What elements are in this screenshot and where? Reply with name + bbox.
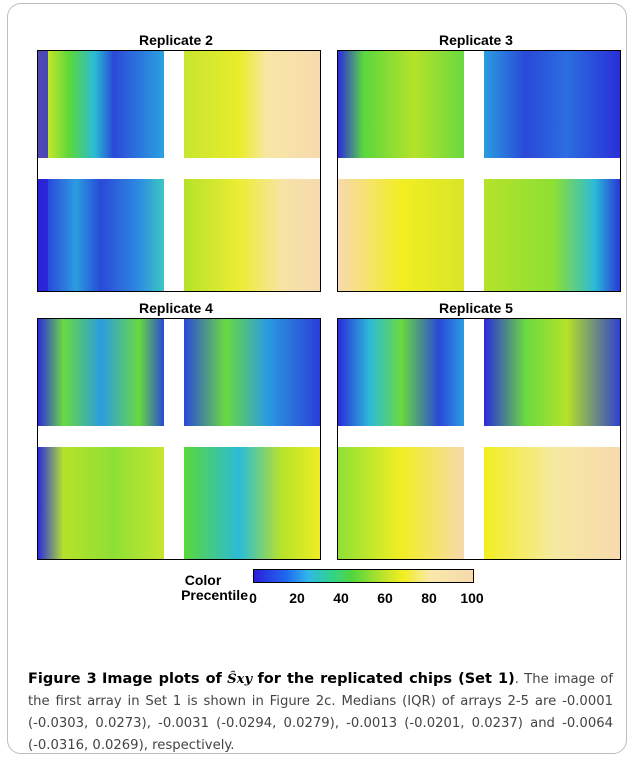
caption-title-prefix: Image plots of — [102, 671, 222, 687]
image-plot-replicate-3 — [337, 50, 621, 292]
colorbar-label: Color Precentile — [140, 573, 248, 603]
caption-math-symbol: Ŝxy — [227, 672, 253, 687]
panel-title-replicate-2: Replicate 2 — [139, 32, 213, 48]
figure-caption: Figure 3 Image plots of Ŝxy for the repl… — [28, 668, 613, 757]
colorbar-tick-100: 100 — [460, 590, 484, 606]
panel-title-replicate-5: Replicate 5 — [439, 300, 513, 316]
colorbar-tick-20: 20 — [289, 590, 305, 606]
colorbar — [253, 569, 474, 583]
image-plot-replicate-4 — [37, 318, 321, 560]
image-plot-replicate-2 — [37, 50, 321, 292]
image-plot-replicate-3-heatmap — [338, 51, 620, 291]
panel-title-replicate-4: Replicate 4 — [139, 300, 213, 316]
colorbar-label-line2: Precentile — [181, 587, 248, 603]
image-plot-replicate-5-heatmap — [338, 319, 620, 559]
colorbar-label-line1: Color — [184, 572, 222, 588]
image-plot-replicate-4-heatmap — [38, 319, 320, 559]
colorbar-tick-80: 80 — [421, 590, 437, 606]
caption-title-suffix: for the replicated chips (Set 1) — [257, 671, 515, 687]
colorbar-tick-0: 0 — [249, 590, 257, 606]
image-plot-replicate-5 — [337, 318, 621, 560]
colorbar-tick-40: 40 — [333, 590, 349, 606]
caption-body: . The image of the first array in Set 1 … — [28, 672, 613, 753]
panel-title-replicate-3: Replicate 3 — [439, 32, 513, 48]
figure-label: Figure 3 — [28, 671, 97, 687]
colorbar-tick-60: 60 — [377, 590, 393, 606]
image-plot-replicate-2-heatmap — [38, 51, 320, 291]
